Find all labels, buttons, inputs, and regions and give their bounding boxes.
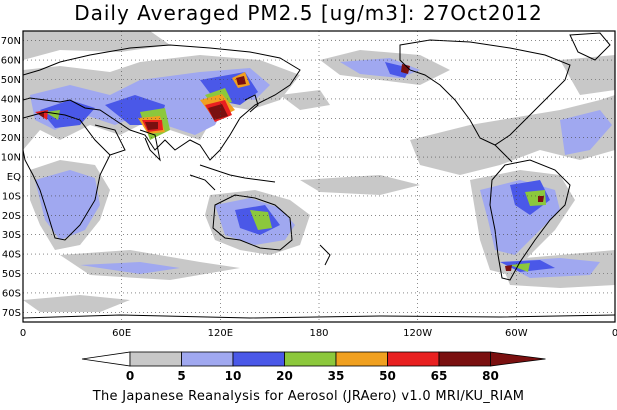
lat-tick-label: 70N: [1, 36, 21, 47]
colorbar-swatch: [284, 351, 337, 367]
lat-tick-label: EQ: [7, 172, 21, 183]
lon-tick-label: 120E: [208, 328, 233, 339]
lat-tick-label: 20N: [1, 133, 21, 144]
coastlines: [23, 32, 615, 319]
lat-tick-label: 30N: [1, 114, 21, 125]
colorbar-swatch: [438, 351, 491, 367]
lon-tick-label: 60W: [505, 328, 528, 339]
colorbar-swatch: [232, 351, 285, 367]
lat-tick-label: 10N: [1, 153, 21, 164]
colorbar-swatch: [387, 351, 440, 367]
map-frame: [22, 30, 616, 323]
colorbar-swatch: [181, 351, 234, 367]
colorbar-left-arrow: [81, 351, 131, 367]
colorbar: 0 5 10 20 35 50 65 80: [81, 351, 546, 383]
colorbar-level-label: 5: [177, 369, 185, 383]
lat-tick-label: 30S: [2, 230, 21, 241]
colorbar-swatch: [129, 351, 182, 367]
colorbar-level-label: 35: [328, 369, 345, 383]
colorbar-level-label: 65: [431, 369, 448, 383]
lon-tick-label: 180: [309, 328, 328, 339]
colorbar-level-label: 0: [126, 369, 134, 383]
latitude-labels: 70N 60N 50N 40N 30N 20N 10N EQ 10S 20S 30S 40S 50S 60…: [1, 36, 21, 319]
lat-tick-label: 40S: [2, 250, 21, 261]
graticule: [22, 31, 616, 322]
map-title: Daily Averaged PM2.5 [ug/m3]: 27Oct2012: [74, 1, 543, 25]
lon-tick-label: 0: [612, 328, 617, 339]
colorbar-swatch: [335, 351, 388, 367]
lon-tick-label: 0: [20, 328, 26, 339]
colorbar-right-arrow: [490, 351, 546, 367]
lat-tick-label: 50S: [2, 269, 21, 280]
colorbar-level-label: 10: [225, 369, 242, 383]
longitude-labels: 0 60E 120E 180 120W 60W 0: [20, 328, 617, 339]
colorbar-level-label: 80: [482, 369, 499, 383]
lat-tick-label: 60S: [2, 288, 21, 299]
colorbar-level-label: 50: [379, 369, 396, 383]
lat-tick-label: 50N: [1, 75, 21, 86]
lat-tick-label: 40N: [1, 94, 21, 105]
lat-tick-label: 20S: [2, 211, 21, 222]
lon-tick-label: 120W: [403, 328, 432, 339]
lat-tick-label: 70S: [2, 308, 21, 319]
colorbar-level-label: 20: [276, 369, 293, 383]
lat-tick-label: 10S: [2, 191, 21, 202]
lon-tick-label: 60E: [112, 328, 131, 339]
footer-caption: The Japanese Reanalysis for Aerosol (JRA…: [92, 389, 525, 404]
lat-tick-label: 60N: [1, 56, 21, 67]
